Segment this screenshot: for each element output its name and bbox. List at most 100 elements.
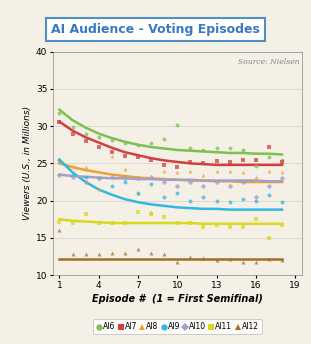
Point: [83, 211, 88, 217]
Point: [57, 158, 62, 164]
Point: [240, 196, 245, 202]
Point: [280, 170, 285, 175]
Point: [214, 198, 219, 203]
Point: [136, 246, 141, 252]
Point: [109, 220, 114, 226]
Point: [162, 168, 167, 174]
Point: [70, 131, 75, 136]
Point: [57, 110, 62, 116]
Point: [109, 137, 114, 142]
Point: [214, 158, 219, 164]
Point: [267, 256, 272, 261]
Text: Source: Nielsen: Source: Nielsen: [238, 58, 299, 66]
Point: [83, 251, 88, 257]
Point: [136, 175, 141, 181]
Point: [149, 182, 154, 187]
Point: [123, 250, 128, 256]
Point: [188, 179, 193, 185]
Point: [201, 224, 206, 229]
Point: [175, 220, 180, 226]
Legend: AI6, AI7, AI8, AI9, AI10, AI11, AI12: AI6, AI7, AI8, AI9, AI10, AI11, AI12: [93, 319, 262, 334]
Point: [201, 255, 206, 261]
Point: [188, 146, 193, 151]
Point: [70, 163, 75, 168]
Point: [83, 164, 88, 170]
Point: [83, 174, 88, 180]
Point: [162, 194, 167, 200]
Point: [214, 168, 219, 174]
Point: [280, 157, 285, 162]
Point: [83, 179, 88, 185]
Point: [227, 200, 232, 205]
Point: [149, 209, 154, 215]
Point: [188, 254, 193, 259]
Point: [267, 192, 272, 197]
Point: [57, 120, 62, 125]
Point: [136, 209, 141, 215]
Point: [96, 220, 101, 226]
Point: [123, 175, 128, 181]
Point: [214, 179, 219, 185]
Point: [201, 183, 206, 189]
Point: [83, 138, 88, 144]
Point: [267, 144, 272, 150]
Point: [214, 258, 219, 263]
Point: [227, 224, 232, 229]
Point: [188, 220, 193, 226]
Point: [267, 235, 272, 241]
Point: [188, 198, 193, 203]
Point: [175, 191, 180, 196]
Point: [280, 200, 285, 205]
Point: [227, 146, 232, 151]
Point: [96, 187, 101, 192]
Point: [136, 191, 141, 196]
Point: [109, 174, 114, 180]
Point: [201, 194, 206, 200]
Point: [188, 168, 193, 174]
Point: [240, 224, 245, 229]
Point: [123, 153, 128, 159]
Point: [175, 164, 180, 170]
Point: [214, 146, 219, 151]
Point: [96, 135, 101, 140]
X-axis label: Episode #  (1 = First Semifinal): Episode # (1 = First Semifinal): [92, 294, 263, 304]
Point: [149, 140, 154, 145]
Point: [175, 170, 180, 175]
Point: [123, 179, 128, 185]
Point: [253, 157, 258, 162]
Point: [175, 259, 180, 265]
Point: [123, 166, 128, 172]
Point: [227, 168, 232, 174]
Point: [175, 122, 180, 127]
Point: [162, 214, 167, 220]
Point: [253, 259, 258, 265]
Point: [162, 179, 167, 185]
Point: [280, 175, 285, 181]
Point: [136, 155, 141, 160]
Point: [240, 157, 245, 162]
Point: [280, 222, 285, 227]
Point: [201, 161, 206, 166]
Point: [70, 174, 75, 180]
Point: [280, 159, 285, 165]
Point: [123, 220, 128, 226]
Point: [201, 172, 206, 178]
Point: [70, 251, 75, 257]
Point: [149, 211, 154, 217]
Point: [149, 174, 154, 180]
Point: [70, 220, 75, 226]
Point: [201, 147, 206, 153]
Point: [175, 183, 180, 189]
Point: [136, 142, 141, 148]
Point: [267, 155, 272, 160]
Point: [109, 250, 114, 256]
Point: [96, 251, 101, 257]
Point: [96, 144, 101, 150]
Point: [240, 179, 245, 185]
Point: [214, 222, 219, 227]
Point: [70, 172, 75, 178]
Point: [57, 172, 62, 178]
Point: [240, 170, 245, 175]
Point: [227, 159, 232, 165]
Point: [227, 183, 232, 189]
